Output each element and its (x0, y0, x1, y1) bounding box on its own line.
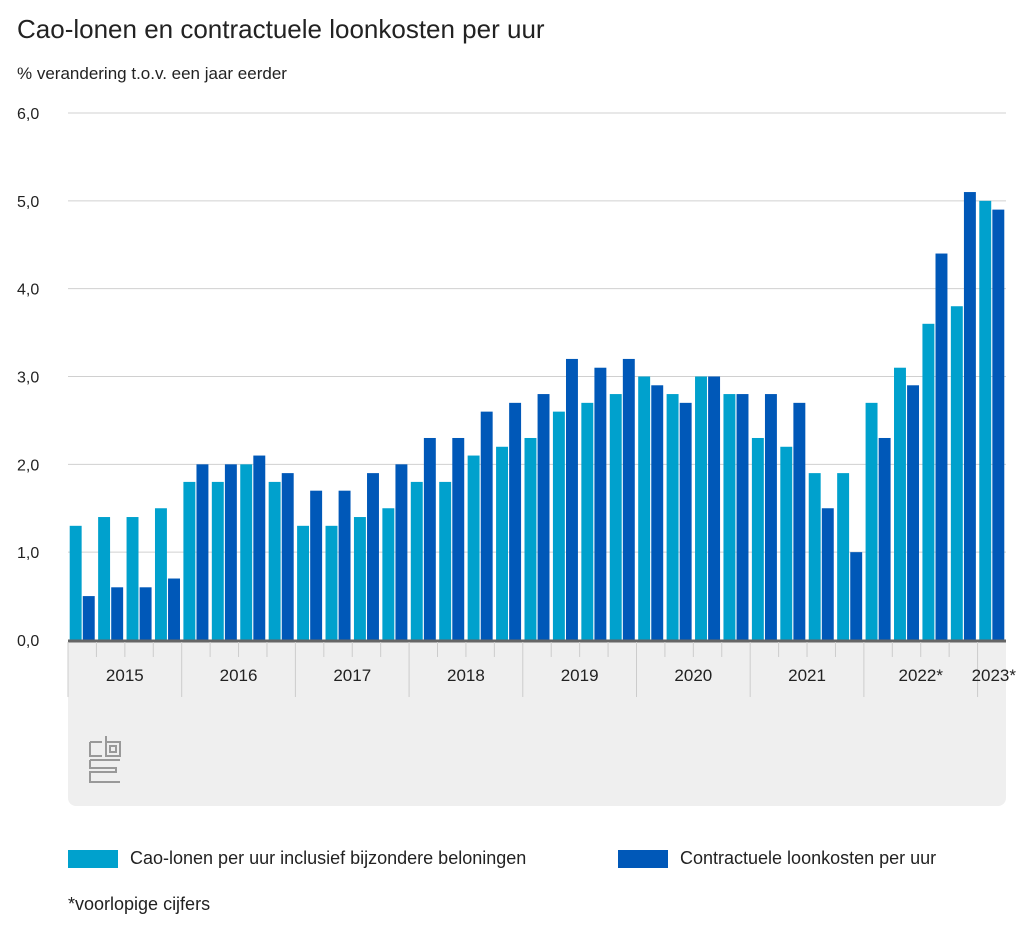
bar-loonkosten (907, 385, 920, 640)
y-tick-label: 3,0 (17, 370, 39, 387)
bar-loonkosten (395, 464, 408, 640)
x-tick-label: 2015 (106, 666, 144, 685)
bar-cao-lonen (98, 517, 111, 640)
bar-loonkosten (992, 209, 1005, 640)
bar-cao-lonen (666, 394, 679, 640)
bar-cao-lonen (382, 508, 395, 640)
bar-loonkosten (793, 402, 806, 640)
bar-cao-lonen (69, 525, 82, 640)
bar-cao-lonen (325, 525, 338, 640)
bar-chart: 0,0 1,0 2,0 3,0 4,0 5,0 6,0 2015 2016 2017 2018 201… (17, 106, 1017, 806)
legend-swatch-dark (618, 849, 668, 868)
y-tick-label: 6,0 (17, 106, 39, 123)
bar-loonkosten (537, 394, 550, 640)
bar-loonkosten (509, 402, 522, 640)
bar-cao-lonen (183, 481, 196, 640)
bar-cao-lonen (723, 394, 736, 640)
axis-panel-top (68, 640, 1006, 660)
bar-loonkosten (423, 437, 436, 640)
bar-loonkosten (679, 402, 692, 640)
bar-loonkosten (622, 358, 635, 640)
footnote: *voorlopige cijfers (68, 894, 211, 914)
bar-loonkosten (565, 358, 578, 640)
bar-cao-lonen (837, 473, 850, 640)
chart-title: Cao-lonen en contractuele loonkosten per… (17, 14, 545, 44)
bar-loonkosten (196, 464, 209, 640)
bar-cao-lonen (240, 464, 253, 640)
cbs-logo (89, 736, 121, 783)
bar-loonkosten (935, 253, 948, 641)
bar-cao-lonen (979, 200, 992, 641)
y-tick-label: 5,0 (17, 194, 39, 211)
bar-cao-lonen (126, 517, 139, 640)
bar-loonkosten (139, 587, 152, 640)
bar-loonkosten (281, 473, 294, 640)
legend-item-cao-lonen[interactable]: Cao-lonen per uur inclusief bijzondere b… (68, 848, 526, 869)
legend-label: Cao-lonen per uur inclusief bijzondere b… (130, 848, 527, 868)
bar-cao-lonen (496, 446, 509, 640)
bar-loonkosten (480, 411, 493, 640)
chart-subtitle: % verandering t.o.v. een jaar eerder (17, 64, 287, 83)
bar-loonkosten (310, 490, 323, 640)
x-tick-label: 2021 (788, 666, 826, 685)
bar-cao-lonen (524, 437, 537, 640)
bar-loonkosten (338, 490, 351, 640)
bar-cao-lonen (894, 367, 906, 640)
y-tick-label: 2,0 (17, 457, 39, 474)
bar-loonkosten (963, 192, 976, 641)
bar-cao-lonen (780, 446, 793, 640)
bar-cao-lonen (638, 376, 651, 640)
bar-cao-lonen (268, 481, 281, 640)
x-tick-label: 2016 (220, 666, 258, 685)
bar-cao-lonen (552, 411, 565, 640)
bar-loonkosten (736, 394, 749, 640)
bar-cao-lonen (467, 455, 480, 640)
bar-cao-lonen (410, 481, 423, 640)
bar-cao-lonen (609, 394, 622, 640)
bar-cao-lonen (865, 402, 878, 640)
y-tick-label: 4,0 (17, 282, 39, 299)
bar-cao-lonen (581, 402, 594, 640)
bar-loonkosten (111, 587, 124, 640)
bar-cao-lonen (353, 517, 366, 640)
legend-item-loonkosten[interactable]: Contractuele loonkosten per uur (618, 848, 936, 869)
bar-loonkosten (764, 394, 777, 640)
bar-cao-lonen (950, 306, 963, 640)
x-tick-label: 2022* (899, 666, 944, 685)
bar-loonkosten (367, 473, 379, 640)
bar-cao-lonen (922, 323, 935, 640)
axis-panel (68, 640, 1006, 806)
bar-loonkosten (452, 437, 465, 640)
bar-cao-lonen (695, 376, 707, 640)
x-tick-label: 2019 (561, 666, 599, 685)
x-tick-label: 2018 (447, 666, 485, 685)
y-tick-label: 0,0 (17, 633, 39, 650)
bar-cao-lonen (297, 525, 310, 640)
bar-cao-lonen (808, 473, 821, 640)
bar-cao-lonen (439, 481, 452, 640)
bar-cao-lonen (154, 508, 167, 640)
bar-loonkosten (821, 508, 834, 640)
bar-loonkosten (708, 376, 721, 640)
bar-loonkosten (594, 367, 607, 640)
bar-cao-lonen (751, 437, 764, 640)
legend-label: Contractuele loonkosten per uur (680, 848, 937, 868)
x-tick-label: 2017 (333, 666, 371, 685)
x-tick-label: 2023* (972, 666, 1017, 685)
bar-loonkosten (224, 464, 237, 640)
x-tick-label: 2020 (674, 666, 712, 685)
bar-loonkosten (850, 552, 863, 640)
bar-loonkosten (651, 385, 664, 640)
y-tick-label: 1,0 (17, 545, 39, 562)
bar-loonkosten (82, 596, 95, 640)
bar-cao-lonen (211, 481, 224, 640)
bar-loonkosten (878, 437, 891, 640)
bar-loonkosten (168, 578, 180, 640)
legend-swatch-light (68, 849, 118, 868)
bar-loonkosten (253, 455, 266, 640)
